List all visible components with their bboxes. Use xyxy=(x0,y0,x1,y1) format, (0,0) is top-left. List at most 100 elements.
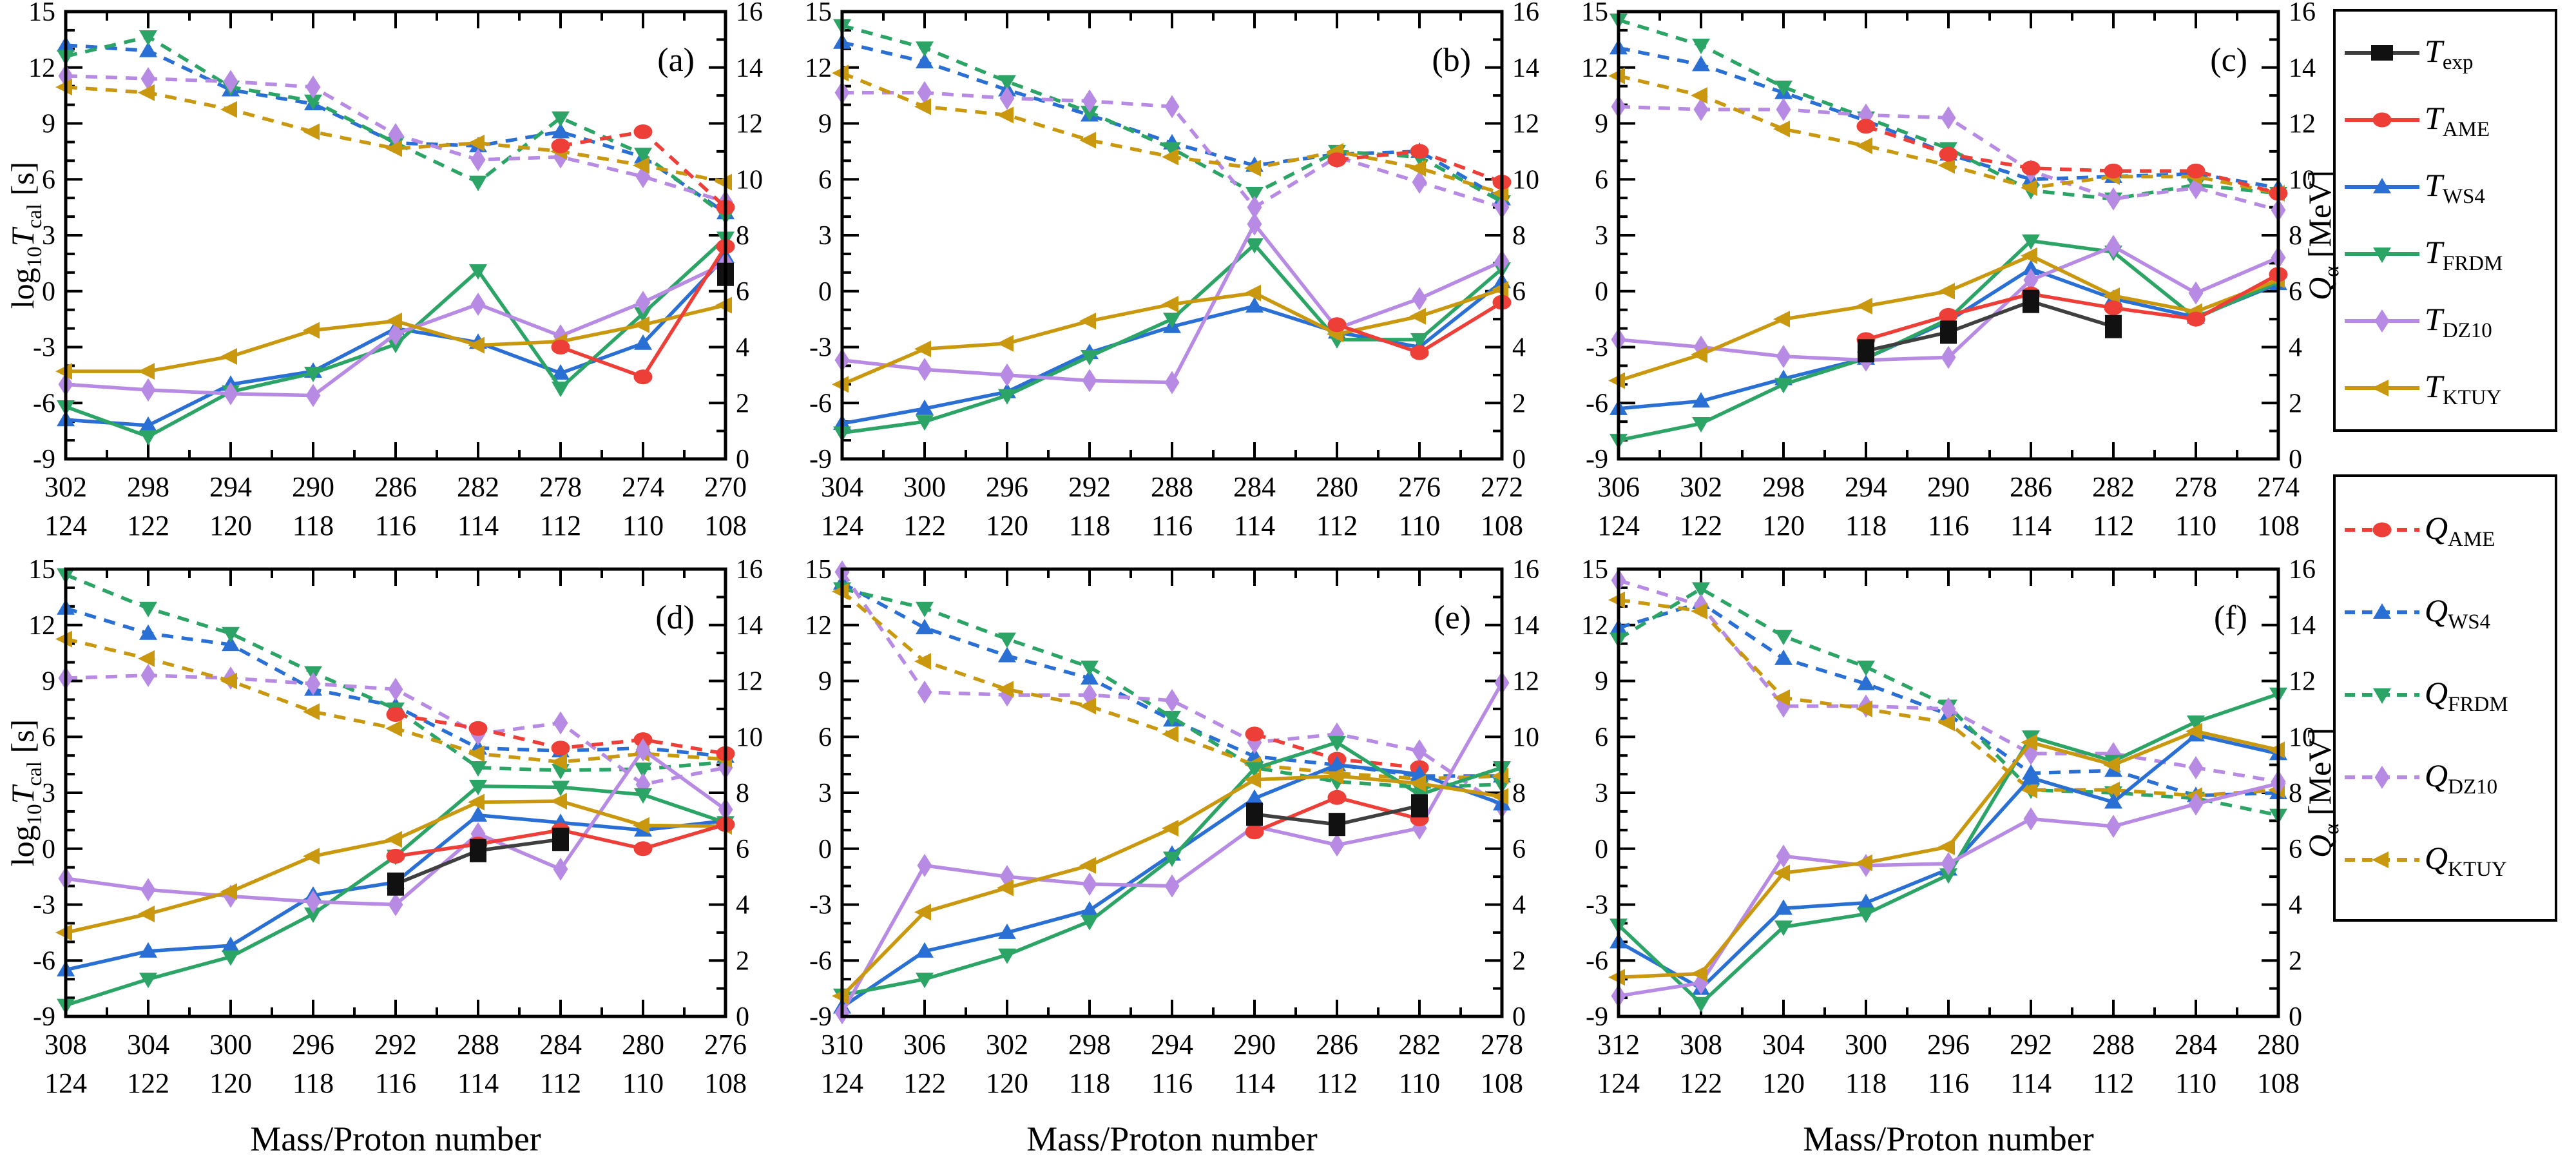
svg-text:4: 4 xyxy=(2289,891,2302,920)
axis-ticks xyxy=(1617,10,2280,460)
series-Q_DZ10 xyxy=(1611,568,2286,793)
svg-text:122: 122 xyxy=(127,510,169,541)
legend-label-Q_DZ10: QDZ10 xyxy=(2425,757,2498,799)
svg-text:9: 9 xyxy=(42,110,55,139)
svg-text:8: 8 xyxy=(2289,221,2302,251)
svg-text:-3: -3 xyxy=(1586,333,1608,363)
svg-text:116: 116 xyxy=(1151,1067,1193,1099)
panel-label: (e) xyxy=(1434,599,1471,636)
svg-text:116: 116 xyxy=(1928,1067,1969,1099)
plot-border xyxy=(64,10,727,461)
svg-text:300: 300 xyxy=(1845,1029,1887,1060)
svg-text:6: 6 xyxy=(818,165,832,195)
series-T_DZ10 xyxy=(1611,772,2286,1008)
square-marker-icon xyxy=(2342,35,2425,74)
svg-text:-6: -6 xyxy=(809,946,832,976)
triangle-left-marker-icon xyxy=(2342,370,2425,409)
svg-text:292: 292 xyxy=(374,1029,417,1060)
svg-text:122: 122 xyxy=(1680,1067,1722,1099)
svg-text:12: 12 xyxy=(1512,667,1539,697)
svg-text:294: 294 xyxy=(1151,1029,1193,1060)
svg-text:288: 288 xyxy=(457,1029,499,1060)
svg-text:14: 14 xyxy=(736,53,763,83)
legend-item-Q_DZ10: QDZ10 xyxy=(2342,737,2551,820)
series-T_AME xyxy=(1327,295,1512,360)
svg-text:-3: -3 xyxy=(33,333,55,363)
svg-text:292: 292 xyxy=(1068,471,1111,503)
svg-text:288: 288 xyxy=(1151,471,1193,503)
svg-text:4: 4 xyxy=(736,891,749,920)
series-T_KTUY xyxy=(55,296,732,380)
svg-text:114: 114 xyxy=(457,510,499,541)
svg-text:120: 120 xyxy=(209,510,252,541)
svg-text:10: 10 xyxy=(2289,723,2316,752)
series-T_KTUY xyxy=(55,793,732,941)
svg-text:12: 12 xyxy=(1581,53,1608,83)
svg-text:-6: -6 xyxy=(33,389,55,418)
svg-text:16: 16 xyxy=(1512,555,1539,585)
series-Q_FRDM xyxy=(57,568,735,780)
svg-text:294: 294 xyxy=(1845,471,1887,503)
svg-text:122: 122 xyxy=(127,1067,169,1099)
svg-text:274: 274 xyxy=(622,471,664,503)
axis-tick-labels: -9 -6 -3 0 3 6 9 12 15 0 2 4 6 8 10 12 14 16 xyxy=(1581,555,2316,1032)
svg-text:9: 9 xyxy=(42,667,55,697)
svg-text:112: 112 xyxy=(540,510,581,541)
svg-text:2: 2 xyxy=(1512,946,1526,976)
svg-text:14: 14 xyxy=(736,611,763,641)
triangle-up-marker-icon xyxy=(2342,169,2425,208)
svg-text:306: 306 xyxy=(1597,471,1640,503)
svg-text:12: 12 xyxy=(2289,110,2316,139)
svg-text:3: 3 xyxy=(1595,779,1608,808)
series-Q_KTUY xyxy=(55,79,732,191)
legend-label-T_AME: TAME xyxy=(2425,100,2490,141)
series-T_FRDM xyxy=(833,238,1511,442)
right-axis-title: Qα​ [MeV] xyxy=(2302,170,2343,300)
series-Q_KTUY xyxy=(832,583,1508,788)
svg-text:15: 15 xyxy=(28,555,55,585)
x-category-labels: 306 302 298 294 290 286 282 278 274 124 122 120 118 1… xyxy=(1597,471,2300,541)
svg-text:2: 2 xyxy=(2289,946,2302,976)
diamond-marker-icon xyxy=(2342,303,2425,342)
series-T_WS4 xyxy=(833,273,1511,431)
svg-text:124: 124 xyxy=(1597,1067,1640,1099)
svg-text:118: 118 xyxy=(1069,510,1110,541)
panel-label: (f) xyxy=(2214,599,2247,636)
svg-text:-6: -6 xyxy=(33,946,55,976)
svg-text:124: 124 xyxy=(821,510,863,541)
svg-text:15: 15 xyxy=(805,555,832,585)
x-category-labels: 312 308 304 300 296 292 288 284 280 124 122 120 118 1… xyxy=(1597,1029,2300,1099)
axis-tick-labels: -9 -6 -3 0 3 6 9 12 15 0 2 4 6 8 10 12 14 16 xyxy=(28,555,763,1032)
svg-text:282: 282 xyxy=(1398,1029,1441,1060)
svg-text:108: 108 xyxy=(2257,1067,2300,1099)
x-category-labels: 302 298 294 290 286 282 278 274 270 124 122 120 118 1… xyxy=(44,471,747,541)
svg-text:286: 286 xyxy=(1316,1029,1358,1060)
svg-text:-3: -3 xyxy=(809,891,832,920)
svg-text:-3: -3 xyxy=(809,333,832,363)
axis-ticks xyxy=(841,568,1503,1018)
svg-text:108: 108 xyxy=(2257,510,2300,541)
svg-text:308: 308 xyxy=(44,1029,87,1060)
svg-text:304: 304 xyxy=(127,1029,169,1060)
triangle-left-marker-icon xyxy=(2342,842,2425,881)
svg-text:-9: -9 xyxy=(1586,1002,1608,1032)
svg-text:15: 15 xyxy=(1581,0,1608,27)
svg-text:14: 14 xyxy=(1512,611,1539,641)
svg-text:-6: -6 xyxy=(809,389,832,418)
svg-text:0: 0 xyxy=(1595,277,1608,307)
svg-text:8: 8 xyxy=(736,221,749,251)
svg-text:0: 0 xyxy=(818,835,832,864)
panel-d-chart: -9 -6 -3 0 3 6 9 12 15 0 2 4 6 8 10 12 14 16 308 304 300 296 2… xyxy=(5,555,763,1158)
legend-item-T_AME: TAME xyxy=(2342,88,2551,155)
series-T_exp xyxy=(1858,289,2122,363)
series-Q_KTUY xyxy=(1608,591,2285,804)
svg-text:286: 286 xyxy=(374,471,417,503)
svg-text:9: 9 xyxy=(818,110,832,139)
svg-text:16: 16 xyxy=(1512,0,1539,27)
series-Q_KTUY xyxy=(1608,67,2285,202)
legend-qalpha-box: QAME QWS4 QFRDM QDZ10 QKTUY xyxy=(2333,474,2557,922)
series-T_DZ10 xyxy=(58,251,733,407)
circle-marker-icon xyxy=(2342,512,2425,551)
svg-text:278: 278 xyxy=(2175,471,2217,503)
